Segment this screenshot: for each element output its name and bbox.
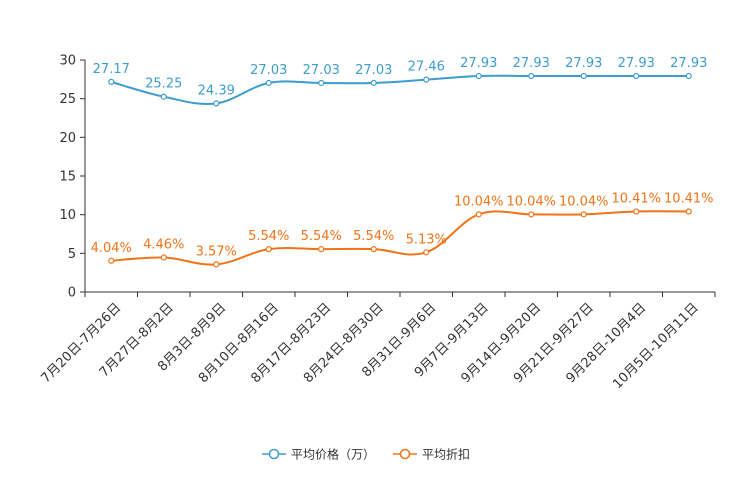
legend-item[interactable]: 平均折扣 — [393, 447, 470, 462]
data-label: 4.46% — [143, 238, 184, 253]
data-point[interactable] — [213, 261, 220, 268]
series-1: 27.17 25.25 24.39 27.03 27.03 27.03 27.46 27.93… — [93, 56, 707, 107]
chart-legend[interactable]: 平均价格（万） 平均折扣 — [262, 447, 470, 462]
data-point[interactable] — [370, 246, 377, 253]
data-point[interactable] — [685, 208, 692, 215]
y-tick-label: 10 — [59, 208, 76, 223]
y-tick-label: 30 — [59, 54, 76, 69]
data-label: 27.93 — [565, 56, 602, 71]
legend-marker-icon — [268, 448, 280, 460]
legend-item[interactable]: 平均价格（万） — [262, 447, 375, 462]
data-point[interactable] — [213, 100, 220, 107]
data-point[interactable] — [633, 72, 640, 80]
data-label: 10.04% — [506, 194, 556, 209]
legend-label: 平均价格（万） — [291, 447, 375, 462]
data-label: 27.17 — [93, 62, 130, 77]
legend-marker-icon — [399, 448, 411, 460]
data-label: 27.93 — [513, 56, 550, 71]
data-point[interactable] — [265, 79, 272, 87]
data-point[interactable] — [108, 78, 115, 85]
data-label: 10.04% — [559, 194, 609, 209]
data-label: 10.04% — [454, 194, 504, 209]
data-point[interactable] — [580, 211, 587, 218]
data-point[interactable] — [528, 211, 535, 218]
series-layer: 27.17 25.25 24.39 27.03 27.03 27.03 27.46 27.93… — [91, 56, 714, 268]
data-label: 27.03 — [355, 63, 392, 78]
y-tick-label: 25 — [59, 92, 76, 107]
data-point[interactable] — [160, 254, 167, 261]
data-point[interactable] — [685, 72, 692, 80]
series-2: 4.04% 4.46% 3.57% 5.54% 5.54% 5.54% 5.13% 10.04… — [91, 191, 714, 268]
data-label: 5.54% — [248, 229, 289, 244]
data-label: 10.41% — [664, 191, 714, 206]
y-tick-label: 20 — [59, 131, 76, 146]
data-label: 4.04% — [91, 241, 132, 256]
data-label: 25.25 — [145, 77, 182, 92]
data-label: 27.93 — [618, 56, 655, 71]
data-point[interactable] — [475, 211, 482, 218]
data-point[interactable] — [265, 246, 272, 253]
y-tick-label: 5 — [68, 247, 76, 262]
y-tick-label: 0 — [68, 286, 76, 301]
series-line — [110, 74, 689, 105]
data-label: 27.46 — [408, 60, 445, 75]
data-label: 27.93 — [460, 56, 497, 71]
series-line — [111, 210, 689, 266]
y-tick-label: 15 — [59, 170, 76, 185]
data-label: 5.54% — [301, 229, 342, 244]
data-label: 27.93 — [670, 56, 707, 71]
data-point[interactable] — [370, 79, 377, 87]
data-label: 27.03 — [303, 63, 340, 78]
data-point[interactable] — [318, 79, 325, 87]
data-point[interactable] — [475, 72, 482, 80]
data-point[interactable] — [580, 72, 587, 80]
chart-axes: 0510152025307月20日-7月26日7月27日-8月2日8月3日-8月… — [39, 54, 716, 392]
data-point[interactable] — [108, 257, 115, 264]
data-point[interactable] — [423, 76, 430, 83]
data-point[interactable] — [318, 246, 325, 253]
data-label: 27.03 — [250, 63, 287, 78]
data-point[interactable] — [528, 72, 535, 80]
data-label: 5.13% — [406, 232, 447, 247]
data-label: 24.39 — [198, 83, 235, 98]
data-label: 5.54% — [353, 229, 394, 244]
data-point[interactable] — [160, 93, 167, 100]
data-label: 3.57% — [196, 244, 237, 259]
data-point[interactable] — [633, 208, 640, 215]
data-label: 10.41% — [611, 191, 661, 206]
legend-label: 平均折扣 — [422, 447, 470, 462]
data-point[interactable] — [423, 249, 430, 256]
